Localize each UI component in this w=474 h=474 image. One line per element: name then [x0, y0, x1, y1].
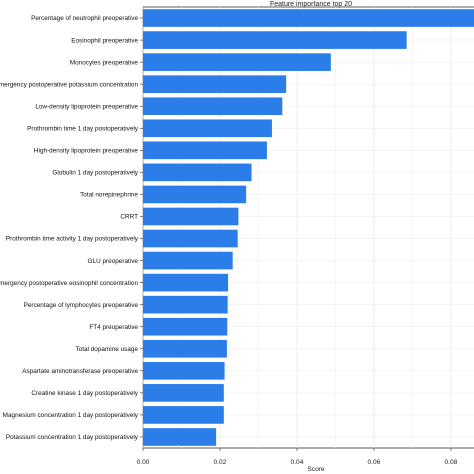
category-label: CRRT: [120, 214, 138, 221]
bar: [143, 31, 407, 49]
bar: [143, 119, 272, 138]
x-tick-label: 0.02: [214, 459, 227, 466]
bar: [143, 406, 224, 424]
category-label: Low-density lipoprotein preoperative: [35, 103, 138, 110]
bar: [143, 141, 267, 160]
bar: [143, 53, 331, 71]
x-tick-label: 0.00: [137, 459, 150, 466]
category-labels: Percentage of neutrophil preoperative Eos…: [0, 15, 143, 441]
category-label: Percentage of neutrophil preoperative: [31, 15, 138, 22]
category-label: Percentage of lymphocytes preoperative: [24, 302, 139, 309]
category-label: Aspartate aminotransferase preoperative: [22, 368, 138, 375]
bar: [143, 251, 233, 270]
bar: [143, 97, 283, 116]
bar: [143, 163, 252, 182]
category-label: Creatine kinase 1 day postoperatively: [31, 390, 138, 397]
x-axis-label: Score: [307, 466, 325, 473]
x-tick-label: 0.08: [444, 459, 457, 466]
category-label: Monocytes preoperative: [70, 59, 139, 66]
category-label: Prothrombin time activity 1 day postoper…: [6, 236, 139, 243]
bar: [143, 273, 229, 292]
category-label: Total norepinephrine: [80, 192, 138, 199]
bars: [143, 9, 474, 446]
bar: [143, 317, 228, 336]
bar: [143, 428, 217, 446]
bar: [143, 229, 238, 248]
bar: [143, 384, 224, 402]
category-label: High-density lipoprotein preoperative: [34, 148, 139, 155]
bar: [143, 207, 239, 226]
x-tick-label: 0.06: [368, 459, 381, 466]
category-label: Globulin 1 day postoperatively: [52, 170, 138, 177]
category-label: Emergency postoperative potassium concen…: [0, 81, 138, 88]
bar: [143, 9, 474, 27]
category-label: GLU preoperative: [88, 258, 139, 265]
category-label: Total dopamine usage: [75, 346, 138, 353]
category-label: FT4 preoperative: [89, 324, 138, 331]
x-axis-ticks: 0.00 0.02 0.04 0.06 0.08: [137, 448, 458, 466]
category-label: Magnesium concentration 1 day postoperat…: [3, 412, 139, 419]
bar: [143, 339, 227, 358]
bar: [143, 185, 247, 204]
plot-panel: [142, 6, 474, 449]
bar: [143, 362, 225, 380]
category-label: Emergency postoperative eosinophil conce…: [0, 280, 138, 287]
category-label: Prothrombin time 1 day postoperatively: [27, 125, 139, 132]
category-label: Eosinophil preoperative: [71, 37, 138, 44]
chart-title: Feature importance top 20: [270, 1, 352, 8]
bar: [143, 75, 287, 93]
bar: [143, 295, 228, 314]
x-tick-label: 0.04: [291, 459, 304, 466]
category-label: Potassium concentration 1 day postoperat…: [6, 434, 139, 441]
